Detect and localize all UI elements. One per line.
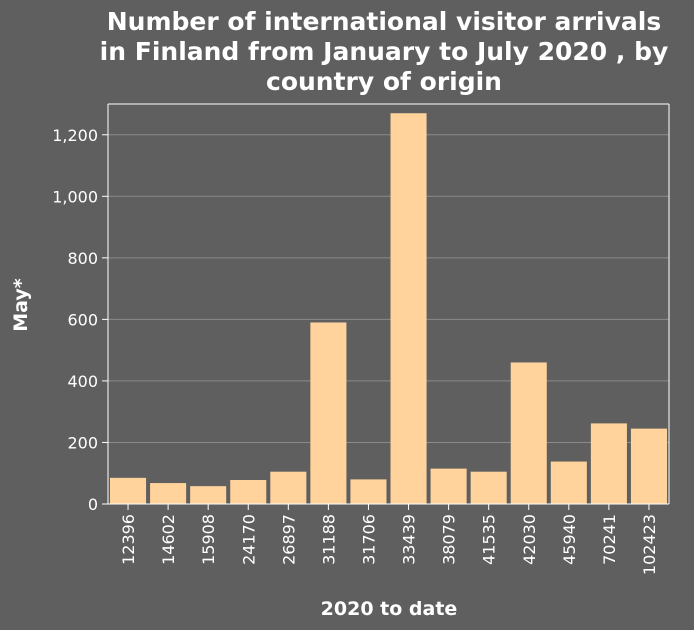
bar <box>550 461 587 504</box>
x-tick-label: 24170 <box>239 514 258 565</box>
bar <box>430 468 467 504</box>
x-tick-label: 45940 <box>560 514 579 565</box>
bar <box>110 477 147 504</box>
x-tick-label: 31188 <box>319 514 338 565</box>
y-tick-label: 800 <box>67 249 98 268</box>
bar <box>390 113 427 504</box>
x-tick-label: 12396 <box>119 514 138 565</box>
x-tick-label: 38079 <box>440 514 459 565</box>
x-tick-label: 33439 <box>400 514 419 565</box>
bar <box>270 471 307 504</box>
y-tick-label: 0 <box>88 495 98 514</box>
bar <box>350 479 387 504</box>
chart-title-line: in Finland from January to July 2020 , b… <box>100 37 669 66</box>
x-tick-label: 102423 <box>640 514 659 575</box>
bars <box>110 113 667 504</box>
chart-title-line: country of origin <box>266 67 502 96</box>
x-tick-label: 42030 <box>520 514 539 565</box>
bar <box>470 471 507 504</box>
bar <box>310 322 347 504</box>
y-tick-label: 1,000 <box>52 187 98 206</box>
x-tick-label: 15908 <box>199 514 218 565</box>
gridlines <box>108 134 669 443</box>
x-tick-label: 31706 <box>359 514 378 565</box>
chart-title: Number of international visitor arrivals… <box>100 7 669 96</box>
y-axis-label: May* <box>10 278 32 332</box>
bar <box>590 423 627 504</box>
y-axis-ticks: 0 200 400 600 800 1,000 1,200 <box>52 126 108 514</box>
bar <box>190 486 227 504</box>
y-tick-label: 400 <box>67 372 98 391</box>
bar <box>630 428 667 504</box>
axes <box>107 103 670 505</box>
bar <box>510 362 547 504</box>
y-tick-label: 200 <box>67 433 98 452</box>
chart-title-line: Number of international visitor arrivals <box>107 7 662 36</box>
x-tick-label: 26897 <box>279 514 298 565</box>
bar <box>230 480 267 504</box>
bar <box>150 483 187 504</box>
x-tick-label: 70241 <box>600 514 619 565</box>
x-axis-label: 2020 to date <box>321 598 458 620</box>
x-tick-label: 14602 <box>159 514 178 565</box>
y-tick-label: 600 <box>67 310 98 329</box>
y-tick-label: 1,200 <box>52 126 98 145</box>
x-tick-label: 41535 <box>480 514 499 565</box>
x-axis-ticks: 12396 14602 15908 24170 26897 31188 31706 33439… <box>119 504 659 575</box>
